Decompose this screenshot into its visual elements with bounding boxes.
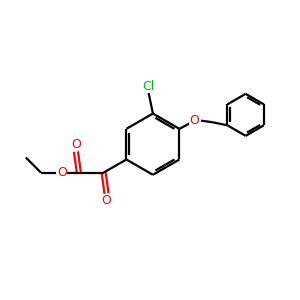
Text: O: O <box>71 138 81 151</box>
Text: Cl: Cl <box>142 80 155 93</box>
Text: O: O <box>57 166 67 179</box>
Text: O: O <box>190 114 200 127</box>
Text: O: O <box>102 194 112 207</box>
